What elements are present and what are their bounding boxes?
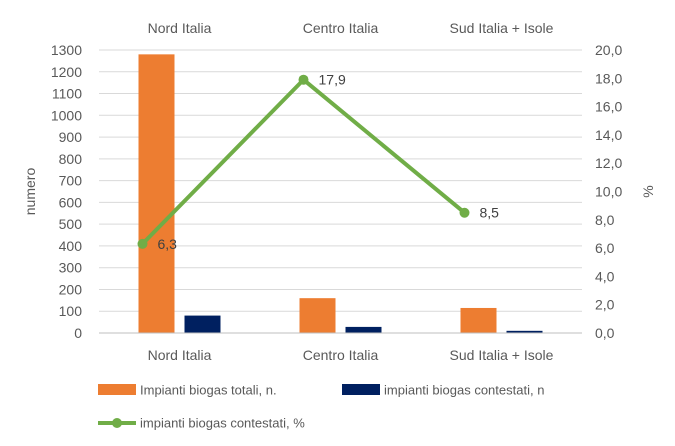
y-axis-title: numero [22, 168, 38, 216]
line-point [298, 74, 309, 85]
category-label-top: Centro Italia [303, 20, 379, 36]
data-label: 8,5 [480, 205, 500, 221]
legend-label: impianti biogas contestati, % [140, 416, 305, 431]
legend [98, 384, 380, 428]
y-tick-label: 1200 [51, 64, 82, 80]
legend-label: impianti biogas contestati, n [384, 383, 544, 398]
y-tick-label: 1300 [51, 42, 82, 58]
bar [506, 330, 543, 333]
y2-tick-label: 4,0 [595, 268, 615, 284]
bar-series [184, 315, 543, 333]
bar [184, 315, 221, 333]
legend-swatch [342, 384, 380, 395]
line-series [140, 77, 467, 246]
gridlines [99, 49, 582, 334]
y2-tick-label: 0,0 [595, 325, 615, 341]
bar [138, 54, 175, 333]
bar-series [138, 54, 497, 333]
y-tick-label: 600 [59, 194, 83, 210]
y2-tick-label: 8,0 [595, 212, 615, 228]
y2-tick-label: 2,0 [595, 297, 615, 313]
y-tick-label: 300 [59, 260, 83, 276]
line-point [459, 207, 470, 218]
y2-tick-label: 10,0 [595, 184, 622, 200]
y-tick-label: 200 [59, 281, 83, 297]
y-tick-label: 0 [74, 325, 82, 341]
category-label-bottom: Nord Italia [148, 347, 212, 363]
bar [299, 298, 336, 333]
y-tick-label: 400 [59, 238, 83, 254]
y-tick-label: 1000 [51, 107, 82, 123]
y2-tick-label: 14,0 [595, 127, 622, 143]
legend-swatch [98, 384, 136, 395]
y2-axis-title: % [640, 185, 656, 197]
data-label: 17,9 [319, 72, 346, 88]
y-tick-label: 800 [59, 151, 83, 167]
line-point [137, 238, 148, 249]
y-tick-label: 100 [59, 303, 83, 319]
y2-tick-label: 18,0 [595, 70, 622, 86]
y2-tick-label: 6,0 [595, 240, 615, 256]
data-label: 6,3 [158, 236, 178, 252]
y-tick-label: 1100 [52, 86, 82, 102]
bar [345, 326, 382, 333]
category-label-bottom: Centro Italia [303, 347, 379, 363]
y-tick-label: 700 [59, 173, 83, 189]
legend-marker [112, 418, 122, 428]
y-tick-label: 500 [59, 216, 83, 232]
bar [460, 307, 497, 333]
y2-tick-label: 12,0 [595, 155, 622, 171]
legend-label: Impianti biogas totali, n. [140, 383, 277, 398]
category-label-bottom: Sud Italia + Isole [450, 347, 554, 363]
y2-tick-label: 16,0 [595, 99, 622, 115]
category-label-top: Nord Italia [148, 20, 212, 36]
y2-tick-label: 20,0 [595, 42, 622, 58]
y-tick-label: 900 [59, 129, 83, 145]
category-label-top: Sud Italia + Isole [450, 20, 554, 36]
